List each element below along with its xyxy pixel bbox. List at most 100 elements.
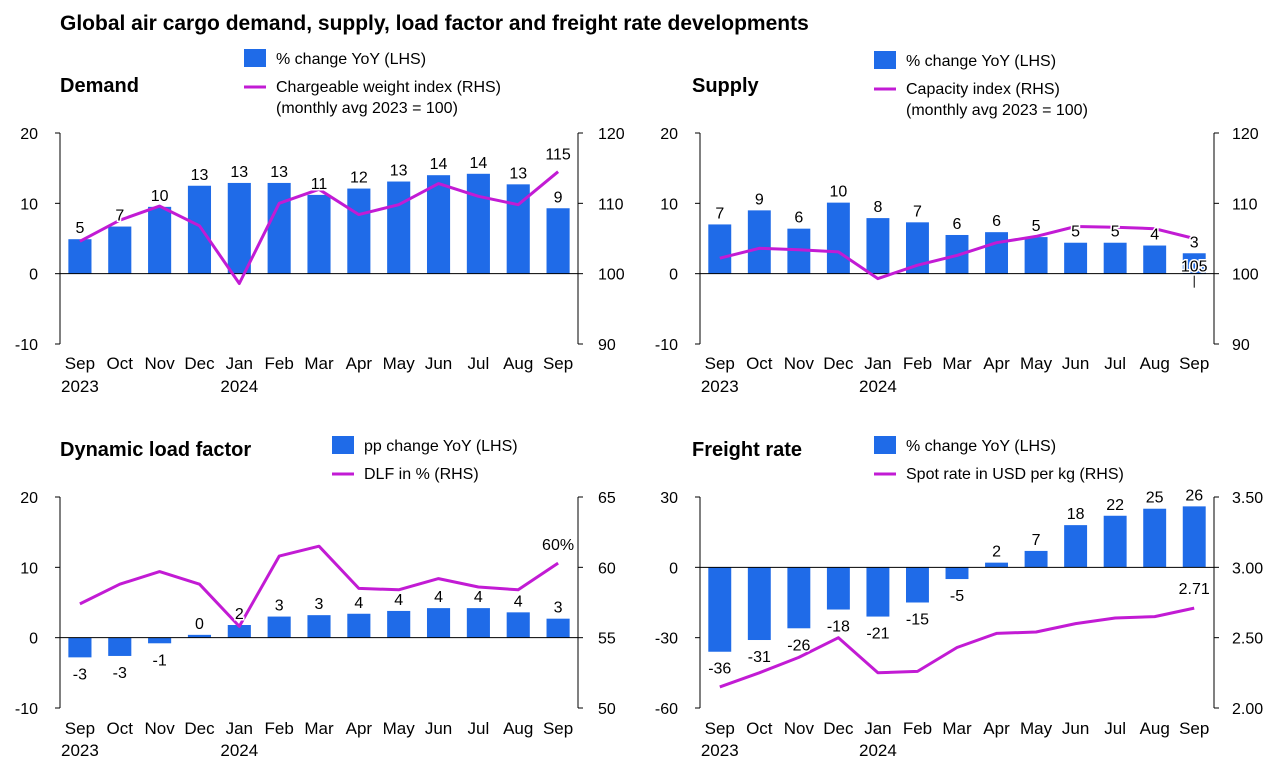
right-tick-label: 90 (1232, 337, 1250, 354)
bar (747, 567, 771, 641)
legend-line-label: Spot rate in USD per kg (RHS) (906, 466, 1124, 483)
bar (426, 608, 451, 638)
bar (905, 567, 929, 603)
left-tick-label: 0 (29, 267, 38, 284)
x-tick-label: Oct (746, 354, 773, 373)
x-tick-label: Mar (304, 719, 334, 738)
legend-line-label: Capacity index (RHS) (906, 81, 1060, 98)
x-tick-label: Sep (543, 354, 573, 373)
bar-data-label: 7 (913, 203, 922, 220)
x-tick-label: Aug (503, 719, 533, 738)
line-series (719, 225, 1195, 281)
bar (187, 634, 212, 638)
x-tick-label: Oct (107, 354, 134, 373)
bar-data-label: 25 (1146, 490, 1164, 507)
left-tick-label: 10 (660, 196, 678, 213)
x-tick-label: May (383, 719, 416, 738)
left-tick-label: 30 (660, 490, 678, 507)
bar (1143, 508, 1167, 568)
bar (905, 222, 929, 274)
bar-data-label: 8 (873, 199, 882, 216)
x-year-label: 2023 (61, 377, 99, 396)
x-tick-label: Jan (864, 354, 891, 373)
bar-data-label: 18 (1067, 506, 1085, 523)
left-tick-label: -10 (15, 337, 38, 354)
x-tick-label: Jul (1104, 719, 1126, 738)
bar (267, 616, 291, 638)
bar (1143, 245, 1167, 274)
right-tick-label: 2.50 (1232, 631, 1263, 648)
bar (506, 612, 530, 638)
x-tick-label: Feb (265, 354, 294, 373)
bar-data-label: -3 (113, 665, 127, 682)
chart-title: Supply (692, 75, 760, 97)
bar (1064, 242, 1088, 274)
x-tick-label: Nov (784, 354, 815, 373)
line-series (719, 606, 1195, 689)
x-tick-label: May (1020, 354, 1053, 373)
bar-data-label: 2 (992, 544, 1001, 561)
bar (708, 567, 732, 652)
chart-title: Freight rate (692, 439, 802, 461)
bar-data-label: 4 (354, 595, 363, 612)
bar (148, 206, 172, 274)
x-tick-label: Nov (144, 354, 175, 373)
legend-bar-swatch (244, 49, 266, 67)
chart-panel-4: Freight rate % change YoY (LHS) Spot rate … (655, 436, 1263, 760)
bar (187, 185, 212, 274)
bar-data-label: 13 (230, 164, 248, 181)
legend-bar-swatch (332, 436, 354, 454)
left-tick-label: -60 (655, 701, 678, 718)
x-tick-label: Jan (226, 719, 253, 738)
bar-data-label: 7 (715, 205, 724, 222)
bar-data-label: 7 (115, 208, 124, 225)
left-tick-label: 0 (669, 560, 678, 577)
left-tick-label: 20 (20, 126, 38, 143)
bar-data-label: 14 (469, 155, 487, 172)
x-year-label: 2023 (701, 741, 739, 760)
bar (466, 608, 490, 638)
x-tick-label: Dec (184, 354, 215, 373)
x-tick-label: Nov (784, 719, 815, 738)
line-data-label: 105 (1181, 259, 1208, 276)
legend-bar-label: % change YoY (LHS) (906, 438, 1056, 455)
x-tick-label: Jun (1062, 719, 1089, 738)
bar (68, 637, 92, 658)
chart-title: Demand (60, 75, 139, 97)
legend-line-label-2: (monthly avg 2023 = 100) (276, 100, 458, 117)
legend-bar-swatch (874, 51, 896, 69)
x-tick-label: Jun (1062, 354, 1089, 373)
line-data-label: 2.71 (1179, 581, 1210, 598)
bar (108, 226, 132, 274)
bar-data-label: 3 (554, 600, 563, 617)
bar-data-label: 6 (794, 210, 803, 227)
x-tick-label: May (1020, 719, 1053, 738)
x-tick-label: Dec (823, 354, 854, 373)
bar-data-label: -15 (906, 612, 929, 629)
x-tick-label: Sep (1179, 354, 1209, 373)
bar (108, 637, 132, 656)
legend-line-label-2: (monthly avg 2023 = 100) (906, 102, 1088, 119)
x-tick-label: Apr (346, 719, 373, 738)
bar-data-label: -26 (787, 637, 810, 654)
right-tick-label: 110 (1232, 196, 1258, 213)
bar (866, 218, 890, 274)
bar-data-label: 26 (1185, 487, 1203, 504)
bar-data-label: 9 (554, 189, 563, 206)
bar-data-label: 13 (191, 167, 209, 184)
bar-data-label: -31 (748, 649, 771, 666)
x-tick-label: Jul (468, 719, 490, 738)
x-tick-label: May (383, 354, 416, 373)
page-title: Global air cargo demand, supply, load fa… (60, 12, 809, 35)
left-tick-label: -10 (15, 701, 38, 718)
bar (866, 567, 890, 617)
line-data-label: 115 (545, 147, 571, 164)
chart-title: Dynamic load factor (60, 439, 251, 461)
x-tick-label: Dec (823, 719, 854, 738)
bar-data-label: 5 (75, 220, 84, 237)
bar (307, 615, 331, 638)
bar-data-label: 4 (394, 592, 403, 609)
bar (227, 182, 251, 274)
bar-data-label: 14 (430, 156, 448, 173)
